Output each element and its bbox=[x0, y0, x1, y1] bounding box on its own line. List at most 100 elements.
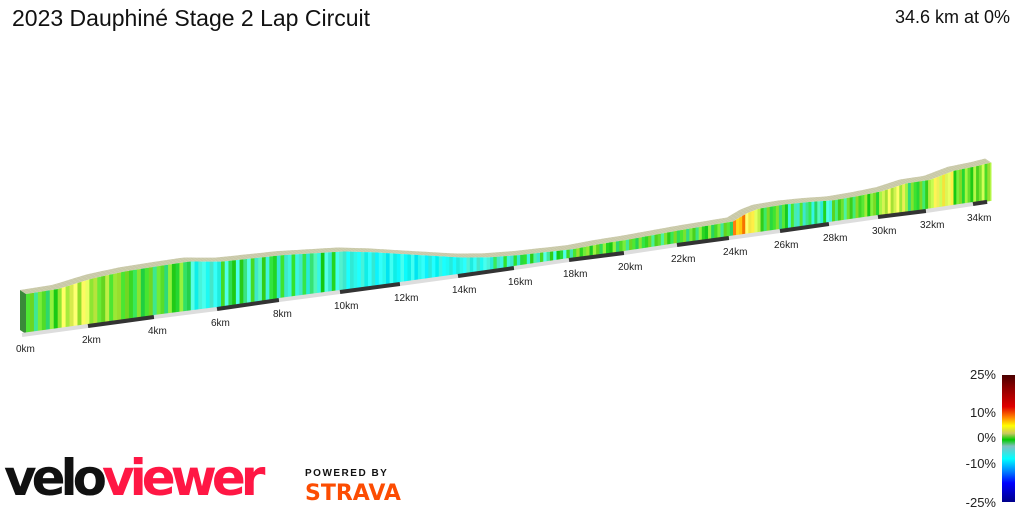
veloviewer-logo[interactable]: veloviewer bbox=[4, 449, 265, 507]
profile-segment bbox=[763, 207, 768, 233]
profile-top-face bbox=[727, 215, 737, 222]
profile-top-face bbox=[278, 250, 288, 256]
profile-top-face bbox=[325, 247, 336, 253]
profile-segment bbox=[950, 170, 954, 207]
profile-segment bbox=[899, 184, 903, 214]
profile-segment bbox=[261, 256, 267, 303]
profile-segment bbox=[378, 252, 383, 287]
profile-segment bbox=[41, 290, 47, 332]
profile-top-face bbox=[520, 249, 531, 255]
profile-segment bbox=[49, 289, 55, 331]
profile-top-face bbox=[978, 159, 988, 165]
profile-segment bbox=[486, 257, 491, 272]
profile-top-face bbox=[689, 223, 699, 228]
legend-label: 25% bbox=[969, 367, 996, 382]
profile-top-face bbox=[39, 286, 50, 291]
profile-top-face bbox=[292, 249, 303, 255]
distance-base-segment bbox=[828, 215, 879, 226]
profile-top-face bbox=[270, 251, 281, 256]
profile-segment bbox=[479, 257, 484, 273]
profile-top-face bbox=[899, 179, 908, 184]
profile-segment bbox=[846, 197, 851, 222]
profile-segment bbox=[559, 250, 564, 261]
profile-segment bbox=[673, 230, 678, 246]
distance-base-segment bbox=[728, 229, 781, 240]
profile-top-face bbox=[723, 217, 733, 223]
profile-segment bbox=[152, 266, 158, 317]
profile-segment bbox=[817, 201, 821, 226]
profile-segment bbox=[526, 253, 531, 266]
distance-base-segment bbox=[399, 274, 459, 286]
distance-base-segment bbox=[568, 251, 625, 262]
profile-segment bbox=[893, 186, 897, 215]
profile-top-face bbox=[661, 227, 671, 233]
x-tick-label: 20km bbox=[618, 262, 642, 273]
profile-segment bbox=[657, 233, 662, 248]
profile-top-face bbox=[930, 172, 940, 178]
profile-segment bbox=[183, 261, 188, 313]
profile-segment bbox=[879, 191, 883, 217]
profile-top-face bbox=[534, 248, 544, 253]
profile-top-face bbox=[739, 208, 749, 215]
profile-top-face bbox=[664, 227, 674, 232]
profile-top-face bbox=[793, 198, 803, 203]
profile-top-face bbox=[629, 233, 639, 239]
profile-segment bbox=[128, 270, 134, 320]
profile-segment bbox=[93, 277, 98, 325]
profile-segment bbox=[500, 256, 504, 270]
profile-segment bbox=[858, 195, 862, 220]
profile-segment bbox=[523, 254, 528, 267]
profile-segment bbox=[57, 287, 63, 330]
profile-top-face bbox=[150, 261, 161, 267]
profile-top-face bbox=[606, 237, 616, 243]
profile-top-face bbox=[828, 195, 838, 201]
profile-top-face bbox=[683, 224, 693, 229]
profile-segment bbox=[772, 205, 777, 232]
distance-base-segment bbox=[216, 298, 280, 311]
profile-top-face bbox=[623, 234, 633, 240]
profile-top-face bbox=[457, 253, 467, 258]
x-tick-label: 34km bbox=[967, 213, 991, 224]
profile-segment bbox=[638, 237, 643, 251]
profile-top-face bbox=[837, 194, 847, 199]
profile-segment bbox=[490, 257, 494, 271]
profile-top-face bbox=[775, 200, 785, 205]
profile-top-face bbox=[95, 271, 106, 277]
profile-segment bbox=[506, 255, 511, 269]
profile-segment bbox=[679, 229, 684, 245]
profile-top-face bbox=[796, 198, 806, 203]
profile-segment bbox=[820, 201, 824, 225]
profile-segment bbox=[799, 202, 804, 228]
profile-segment bbox=[339, 251, 344, 292]
profile-segment bbox=[396, 253, 401, 284]
profile-segment bbox=[144, 267, 150, 318]
profile-segment bbox=[254, 257, 259, 304]
profile-top-face bbox=[524, 249, 534, 254]
profile-segment bbox=[284, 254, 289, 299]
profile-top-face bbox=[680, 224, 690, 230]
profile-segment bbox=[540, 252, 544, 264]
profile-segment bbox=[77, 281, 82, 327]
profile-top-face bbox=[834, 194, 844, 200]
profile-segment bbox=[953, 170, 957, 207]
profile-segment bbox=[586, 246, 590, 258]
profile-top-face bbox=[380, 249, 390, 254]
profile-segment bbox=[291, 254, 296, 298]
strava-logo[interactable]: STRAVA bbox=[305, 481, 401, 506]
profile-segment bbox=[596, 244, 600, 257]
profile-top-face bbox=[870, 187, 880, 193]
profile-segment bbox=[695, 227, 700, 243]
distance-base-segment bbox=[623, 243, 678, 255]
profile-top-face bbox=[958, 163, 968, 169]
profile-segment bbox=[250, 258, 255, 304]
profile-top-face bbox=[376, 248, 386, 254]
profile-top-face bbox=[708, 220, 718, 225]
profile-top-face bbox=[769, 201, 779, 206]
profile-segment bbox=[400, 253, 405, 284]
profile-segment bbox=[919, 180, 923, 212]
profile-segment bbox=[751, 210, 755, 235]
profile-segment bbox=[335, 251, 340, 293]
profile-segment bbox=[733, 219, 737, 237]
profile-top-face bbox=[922, 175, 931, 181]
profile-top-face bbox=[913, 176, 923, 182]
